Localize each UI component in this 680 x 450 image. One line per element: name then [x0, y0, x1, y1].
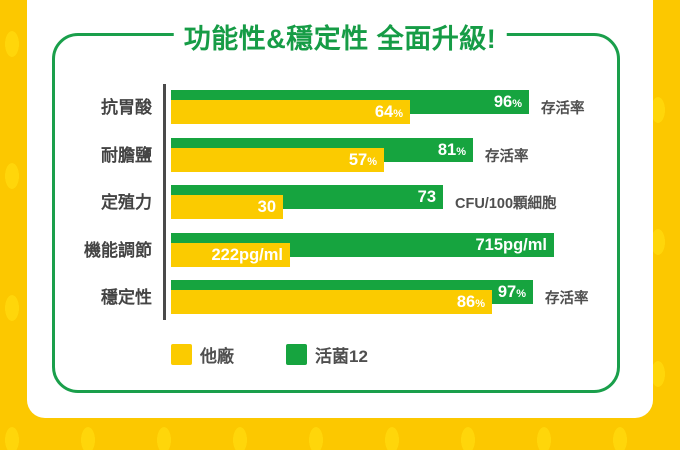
- bar-other-brand: 222pg/ml: [171, 242, 290, 267]
- value-label: 86%: [456, 293, 485, 311]
- info-card: 功能性&穩定性 全面升級! 抗胃酸 96% 64% 存活率 耐膽鹽 81% 57% 存活率 定殖…: [27, 0, 653, 418]
- value-label: 30: [257, 198, 276, 216]
- legend-item-other-brand: 他廠: [171, 342, 234, 367]
- value-label: 64%: [374, 103, 403, 121]
- percent-suffix: %: [393, 108, 403, 120]
- percent-suffix: %: [516, 288, 526, 300]
- unit-label: 存活率: [545, 291, 589, 307]
- bar-other-brand: 57%: [171, 147, 384, 172]
- category-label: 抗胃酸: [101, 98, 152, 117]
- chart-legend: 他廠 活菌12: [171, 342, 368, 367]
- unit-label: CFU/100顆細胞: [455, 196, 557, 212]
- bar-other-brand: 30: [171, 195, 283, 219]
- category-label: 機能調節: [84, 240, 152, 260]
- category-label: 穩定性: [101, 288, 152, 307]
- bar-other-brand: 64%: [171, 100, 410, 124]
- percent-suffix: %: [367, 155, 377, 168]
- percent-suffix: %: [456, 145, 466, 158]
- legend-swatch-yellow: [171, 344, 192, 365]
- value-label: 73: [417, 188, 436, 206]
- legend-swatch-green: [286, 344, 307, 365]
- value-label: 715pg/ml: [475, 235, 547, 254]
- legend-label: 活菌12: [315, 347, 368, 366]
- value-label: 97%: [497, 283, 526, 301]
- value-label: 222pg/ml: [211, 245, 283, 264]
- legend-label: 他廠: [200, 347, 234, 366]
- value-label: 96%: [493, 93, 522, 111]
- legend-item-live12: 活菌12: [286, 342, 368, 367]
- unit-label: 存活率: [541, 101, 585, 117]
- percent-suffix: %: [512, 98, 522, 110]
- percent-suffix: %: [475, 298, 485, 310]
- bar-other-brand: 86%: [171, 290, 492, 314]
- chart-axis-line: [163, 84, 166, 320]
- value-label: 57%: [348, 150, 377, 169]
- value-label: 81%: [437, 140, 466, 159]
- chart-title: 功能性&穩定性 全面升級!: [173, 17, 507, 56]
- unit-label: 存活率: [485, 148, 529, 165]
- category-label: 定殖力: [101, 193, 152, 212]
- category-label: 耐膽鹽: [101, 145, 152, 165]
